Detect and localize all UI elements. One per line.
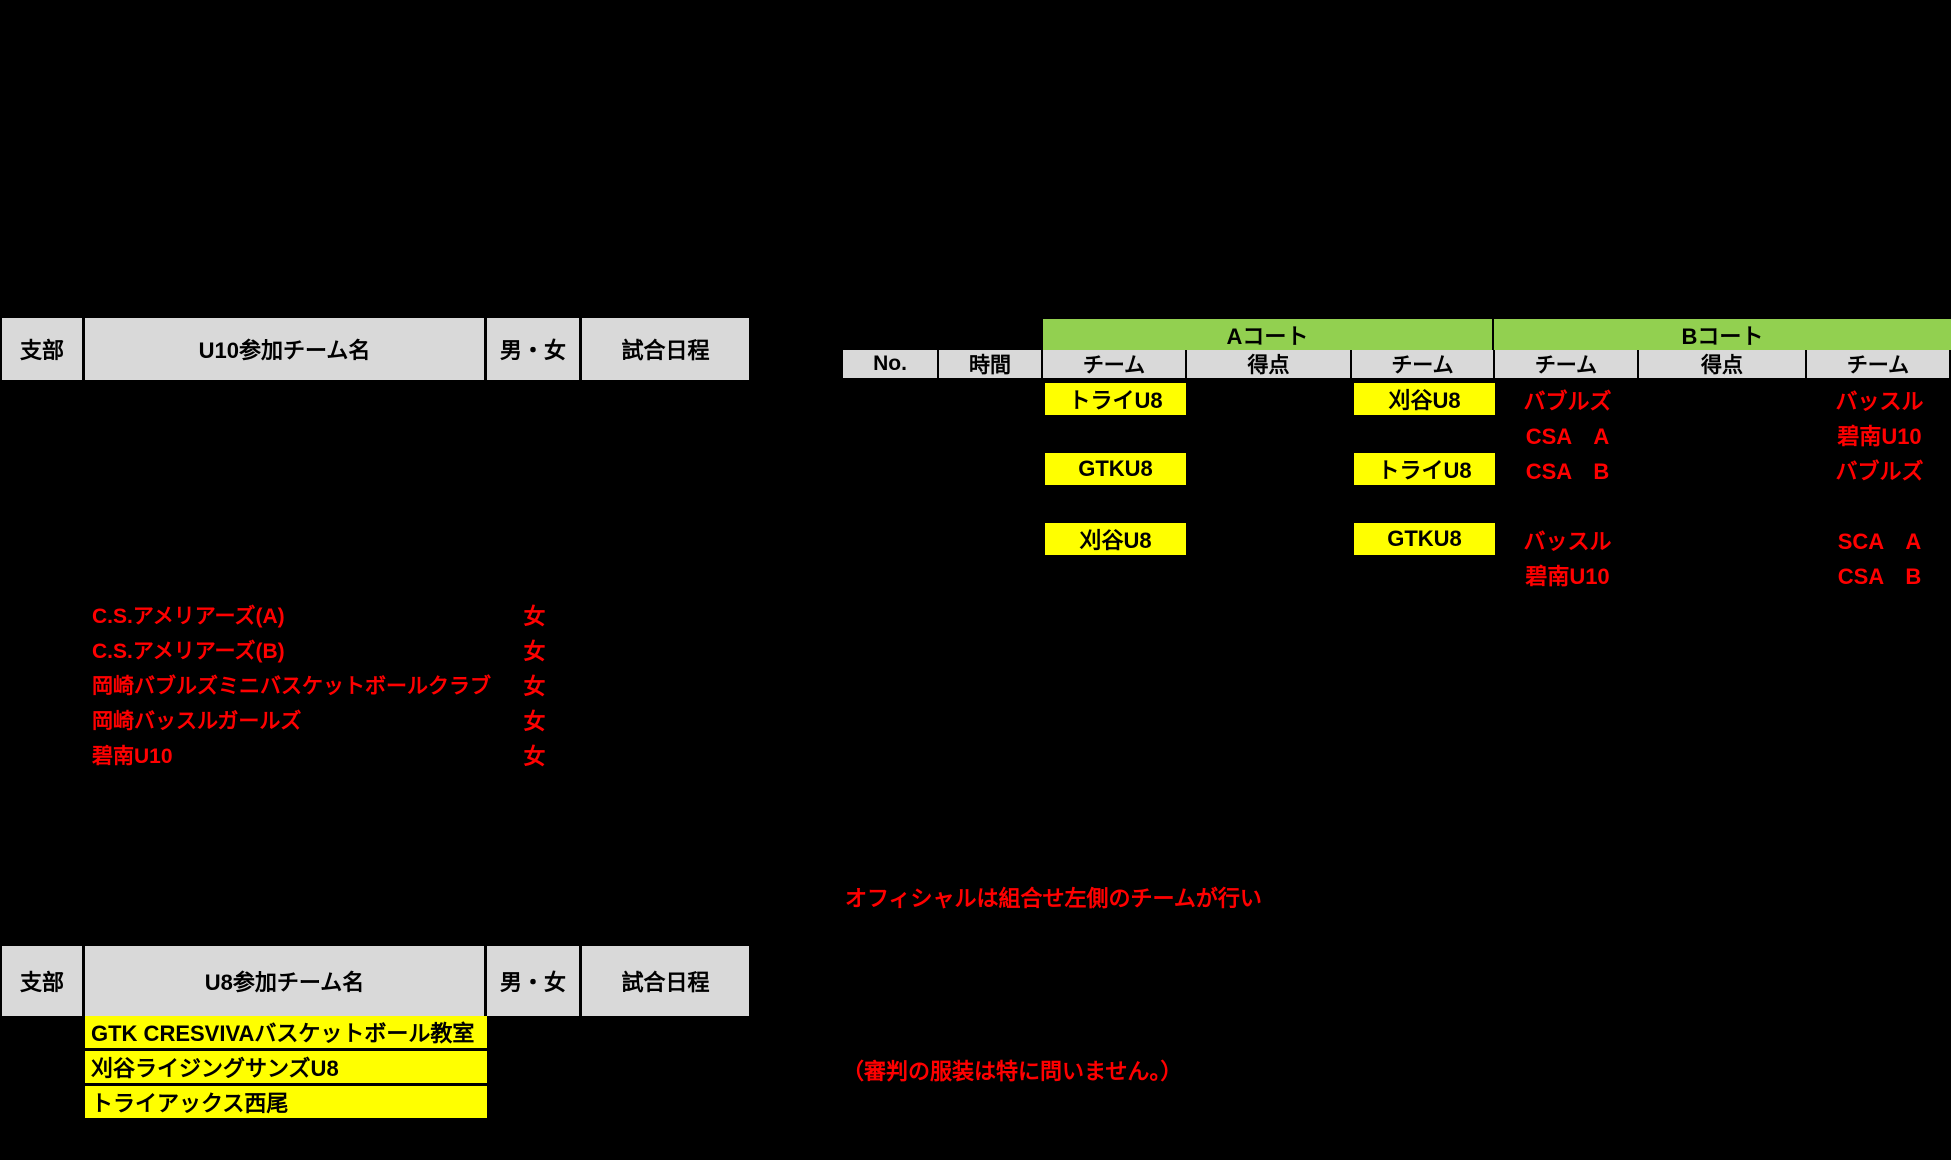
u10-team-name-cell[interactable]: C.S.アメリアーズ(B) [92, 639, 285, 663]
u8-team-name-cell[interactable]: 刈谷ライジングサンズU8 [85, 1051, 487, 1086]
u10-team-name-cell[interactable]: 碧南U10 [92, 744, 173, 768]
court-a-right-team-cell[interactable]: 刈谷U8 [1354, 383, 1495, 415]
court-b-right-team-cell[interactable]: バブルズ [1835, 459, 1924, 484]
schedule-header-team-a2-cell[interactable]: チーム [1352, 350, 1495, 378]
court-b-left-team-cell[interactable]: 碧南U10 [1525, 564, 1610, 589]
u10-team-gender-cell[interactable]: 女 [523, 603, 546, 629]
schedule-header-row: No. 時間 チーム 得点 チーム チーム 得点 チーム [843, 350, 1951, 378]
schedule-header-score-a-cell[interactable]: 得点 [1187, 350, 1352, 378]
court-b-left-team-cell[interactable]: バッスル [1523, 529, 1612, 554]
u10-team-name-cell[interactable]: 岡崎バブルズミニバスケットボールクラブ [92, 674, 491, 698]
court-b-header-cell[interactable]: Bコート [1494, 319, 1951, 350]
schedule-header-time-cell[interactable]: 時間 [939, 350, 1043, 378]
court-b-left-team-cell[interactable]: CSA A [1525, 424, 1610, 449]
u10-team-row: 岡崎バッスルガールズ 女 [2, 702, 749, 737]
u10-table-header-row: 支部 U10参加チーム名 男・女 試合日程 [2, 318, 749, 380]
u10-team-name-cell[interactable]: 岡崎バッスルガールズ [92, 709, 302, 733]
u10-header-schedule-cell[interactable]: 試合日程 [582, 318, 749, 380]
officials-note[interactable]: オフィシャルは組合せ左側のチームが行い [845, 886, 1262, 911]
u10-team-gender-cell[interactable]: 女 [523, 638, 546, 664]
u10-team-row: 碧南U10 女 [2, 737, 749, 772]
u10-team-gender-cell[interactable]: 女 [523, 673, 546, 699]
u8-team-name-cell[interactable]: GTK CRESVIVAバスケットボール教室 [85, 1016, 487, 1051]
u10-team-name-cell[interactable]: C.S.アメリアーズ(A) [92, 604, 285, 628]
schedule-header-team-a1-cell[interactable]: チーム [1043, 350, 1187, 378]
u8-table-header-row: 支部 U8参加チーム名 男・女 試合日程 [2, 946, 749, 1016]
u8-header-schedule-cell[interactable]: 試合日程 [582, 946, 749, 1016]
schedule-header-team-b1-cell[interactable]: チーム [1495, 350, 1639, 378]
u10-team-row: 岡崎バブルズミニバスケットボールクラブ 女 [2, 667, 749, 702]
court-b-right-team-cell[interactable]: SCA A [1837, 529, 1922, 554]
schedule-header-no-cell[interactable]: No. [843, 350, 939, 378]
u10-team-row: C.S.アメリアーズ(A) 女 [2, 597, 749, 632]
court-b-right-team-cell[interactable]: CSA B [1837, 564, 1922, 589]
u8-header-gender-cell[interactable]: 男・女 [487, 946, 582, 1016]
court-a-left-team-cell[interactable]: GTKU8 [1045, 453, 1186, 485]
referee-dress-note[interactable]: （審判の服装は特に問いません。） [842, 1059, 1183, 1084]
court-b-left-team-cell[interactable]: CSA B [1525, 459, 1610, 484]
u8-team-name-cell[interactable]: トライアックス西尾 [85, 1086, 487, 1121]
u8-team-list: GTK CRESVIVAバスケットボール教室 刈谷ライジングサンズU8 トライア… [85, 1016, 487, 1121]
u10-header-gender-cell[interactable]: 男・女 [487, 318, 582, 380]
court-b-right-team-cell[interactable]: 碧南U10 [1837, 424, 1922, 449]
u10-header-teams-cell[interactable]: U10参加チーム名 [85, 318, 487, 380]
u8-header-branch-cell[interactable]: 支部 [2, 946, 85, 1016]
court-a-left-team-cell[interactable]: トライU8 [1045, 383, 1186, 415]
schedule-header-score-b-cell[interactable]: 得点 [1639, 350, 1807, 378]
u10-team-row: C.S.アメリアーズ(B) 女 [2, 632, 749, 667]
u10-team-gender-cell[interactable]: 女 [523, 743, 546, 769]
court-a-right-team-cell[interactable]: トライU8 [1354, 453, 1495, 485]
court-a-left-team-cell[interactable]: 刈谷U8 [1045, 523, 1186, 555]
court-a-right-team-cell[interactable]: GTKU8 [1354, 523, 1495, 555]
court-a-header-cell[interactable]: Aコート [1043, 319, 1492, 350]
u8-header-teams-cell[interactable]: U8参加チーム名 [85, 946, 487, 1016]
court-b-left-team-cell[interactable]: バブルズ [1523, 389, 1612, 414]
schedule-header-team-b2-cell[interactable]: チーム [1807, 350, 1951, 378]
u10-team-gender-cell[interactable]: 女 [523, 708, 546, 734]
u10-header-branch-cell[interactable]: 支部 [2, 318, 85, 380]
court-b-right-team-cell[interactable]: バッスル [1835, 389, 1924, 414]
